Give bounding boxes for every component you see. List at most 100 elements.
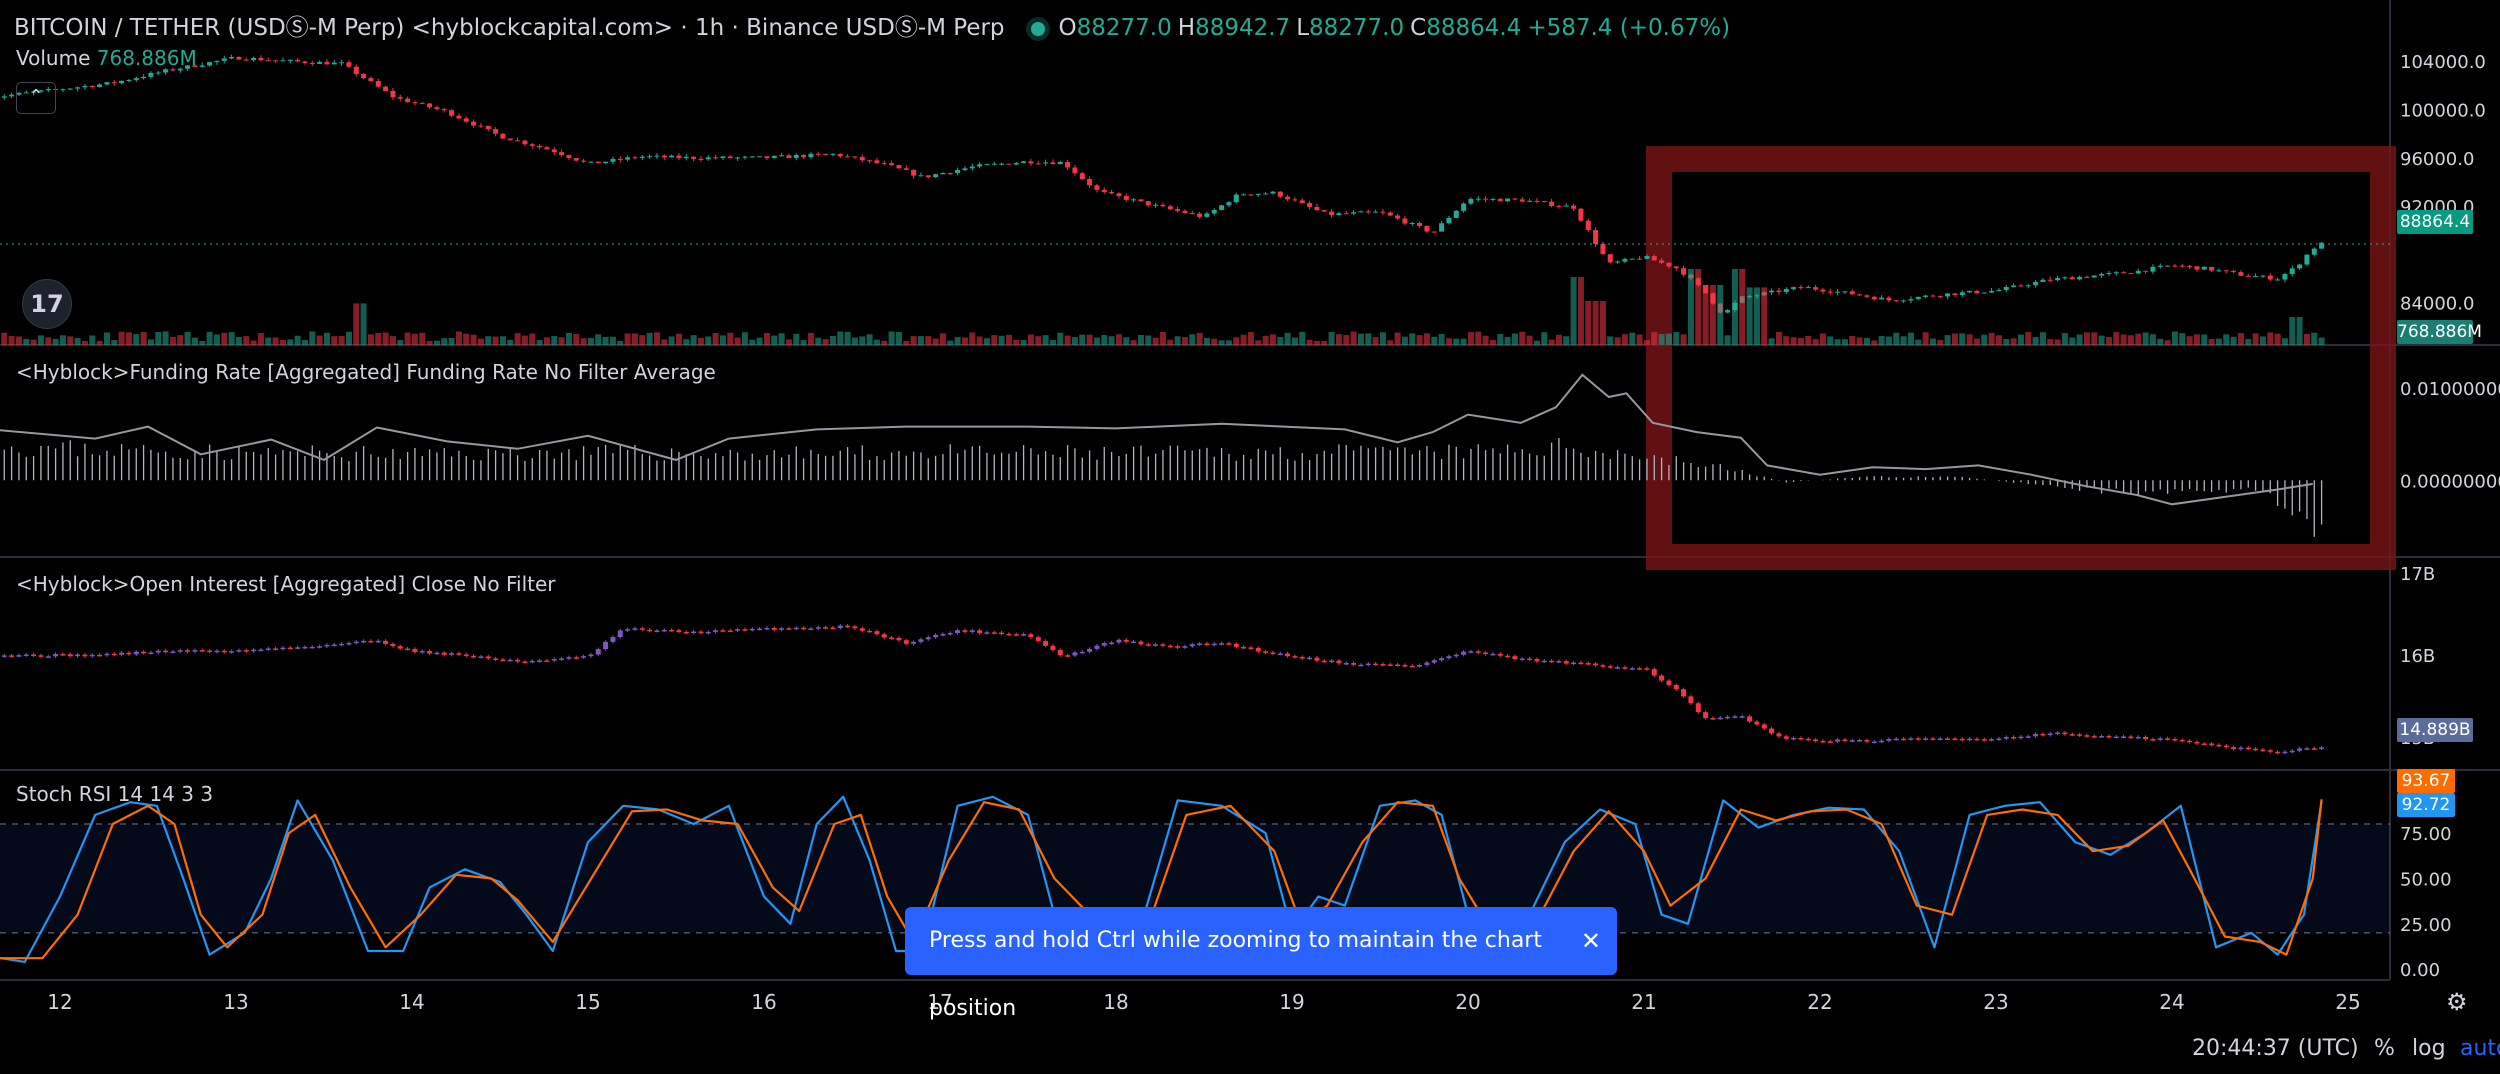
oi-candle — [258, 649, 264, 652]
oi-candle — [2025, 736, 2031, 738]
price-candle — [155, 72, 161, 74]
oi-candle — [771, 627, 777, 630]
volume-bar — [1533, 340, 1540, 345]
percent-toggle[interactable]: % — [2374, 1036, 2395, 1061]
price-candle — [771, 155, 777, 159]
symbol-title[interactable]: BITCOIN / TETHER (USDⓈ-M Perp) <hyblockc… — [14, 15, 1005, 41]
oi-candle — [1314, 657, 1320, 661]
volume-bar — [89, 335, 96, 345]
volume-bar — [551, 336, 558, 345]
price-candle — [735, 157, 741, 159]
price-candle — [603, 161, 609, 164]
price-candle — [89, 86, 95, 88]
utc-clock[interactable]: 20:44:37 (UTC) — [2192, 1036, 2359, 1061]
oi-candle — [405, 648, 411, 651]
volume-bar — [903, 340, 910, 345]
gear-icon[interactable]: ⚙ — [2446, 988, 2468, 1016]
stoch-d-line — [0, 799, 2323, 960]
volume-bar — [602, 336, 609, 345]
volume-bar — [45, 337, 52, 345]
log-toggle[interactable]: log — [2412, 1036, 2446, 1061]
price-candle — [977, 164, 983, 167]
oi-candle — [177, 650, 183, 652]
volume-bar — [2289, 317, 2296, 345]
price-candle — [1813, 287, 1819, 290]
volume-bar — [697, 337, 704, 345]
oi-candle — [2297, 748, 2303, 751]
close-icon[interactable]: ✕ — [1580, 927, 1601, 955]
price-tick-label: 100000.0 — [2400, 101, 2486, 122]
oi-candle — [1402, 664, 1408, 667]
oi-candle — [764, 627, 770, 630]
volume-bar — [125, 332, 132, 345]
oi-candle — [368, 640, 374, 643]
oi-candle — [53, 654, 59, 657]
price-candle — [221, 58, 227, 61]
volume-bar — [917, 336, 924, 345]
price-candle — [617, 158, 623, 160]
volume-bar — [1827, 336, 1834, 345]
price-candle — [1483, 198, 1489, 200]
volume-bar — [1255, 340, 1262, 345]
volume-bar — [705, 336, 712, 345]
price-candle — [383, 86, 389, 92]
price-candle — [808, 153, 814, 158]
oi-tag: 14.889B — [2397, 718, 2473, 742]
price-candle — [2025, 285, 2031, 287]
volume-bar — [1284, 332, 1291, 345]
price-candle — [647, 156, 653, 158]
price-candle — [999, 163, 1005, 165]
oi-candle — [757, 628, 763, 631]
oi-candle — [1644, 668, 1650, 670]
oi-candle — [1915, 738, 1921, 740]
oi-candle — [1072, 652, 1078, 656]
price-candle — [67, 88, 73, 90]
price-candle — [559, 152, 565, 156]
oi-candle — [2201, 743, 2207, 746]
volume-bar — [727, 332, 734, 345]
oi-candle — [1292, 656, 1298, 658]
oi-candle — [801, 627, 807, 630]
price-candle — [1791, 287, 1797, 290]
price-candle — [1248, 194, 1254, 196]
oi-candle — [1681, 689, 1687, 697]
oi-candle — [1989, 739, 1995, 741]
volume-bar — [228, 332, 235, 345]
volume-bar — [272, 337, 279, 345]
volume-bar — [1357, 333, 1364, 345]
price-candle — [918, 175, 924, 177]
oi-candle — [1959, 738, 1965, 741]
price-candle — [507, 138, 513, 141]
oi-candle — [1233, 643, 1239, 647]
volume-bar — [1233, 337, 1240, 345]
volume-bar — [1409, 333, 1416, 345]
oi-candle — [654, 630, 660, 633]
oi-candle — [1138, 641, 1144, 645]
volume-bar — [463, 333, 470, 345]
volume-bar — [441, 338, 448, 345]
price-candle — [1079, 173, 1085, 180]
volume-bar — [2252, 333, 2259, 345]
oi-candle — [97, 654, 103, 657]
volume-bar — [1944, 335, 1951, 345]
chevron-up-icon[interactable]: ⌃ — [16, 82, 56, 114]
oi-candle — [1512, 656, 1518, 660]
oi-candle — [507, 659, 513, 662]
oi-candle — [185, 650, 191, 652]
price-candle — [779, 155, 785, 157]
price-candle — [1050, 162, 1056, 165]
oi-candle — [1116, 639, 1122, 643]
oi-candle — [1879, 740, 1885, 743]
volume-bar — [1115, 334, 1122, 345]
volume-label: Volume — [16, 46, 91, 70]
oi-candle — [2099, 736, 2105, 738]
price-candle — [2135, 270, 2141, 274]
oi-candle — [2275, 751, 2281, 754]
price-candle — [1292, 199, 1298, 201]
price-candle — [1937, 296, 1943, 298]
oi-candle — [1351, 663, 1357, 665]
auto-toggle[interactable]: auto — [2460, 1036, 2500, 1061]
tradingview-logo[interactable]: 17 — [22, 279, 72, 329]
volume-bar — [1086, 334, 1093, 345]
oi-candle — [1607, 666, 1613, 668]
